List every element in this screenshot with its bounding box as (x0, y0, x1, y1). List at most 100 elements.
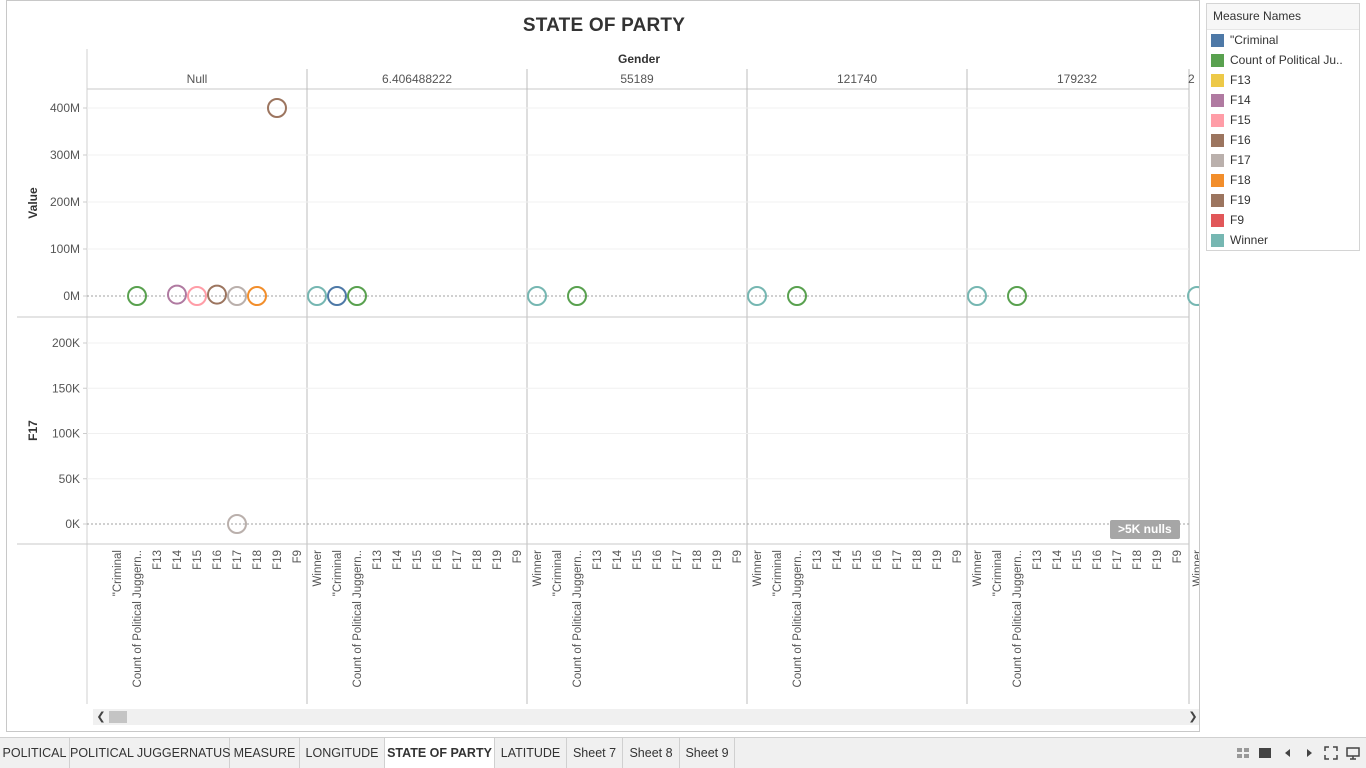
x-category-label: F15 (852, 550, 864, 570)
tab-sheet-8[interactable]: Sheet 8 (623, 738, 680, 768)
legend-label: F16 (1230, 133, 1251, 147)
x-category-label: F16 (432, 550, 444, 570)
data-point (967, 286, 987, 306)
tab-state-of-party[interactable]: STATE OF PARTY (385, 738, 495, 768)
x-category-label: "Criminal (772, 550, 784, 596)
tab-latitude[interactable]: LATITUDE (495, 738, 567, 768)
legend-swatch (1211, 93, 1224, 107)
legend-label: F18 (1230, 173, 1251, 187)
show-filmstrip-icon[interactable] (1236, 746, 1250, 760)
x-category-label: F17 (232, 550, 244, 570)
legend-item[interactable]: F9 (1207, 210, 1359, 230)
next-sheet-icon[interactable] (1302, 746, 1316, 760)
legend-label: F17 (1230, 153, 1251, 167)
y-axis-label: Value (26, 187, 40, 219)
data-point (167, 284, 187, 305)
presentation-mode-icon[interactable] (1346, 746, 1360, 760)
x-category-label: F9 (512, 550, 524, 563)
nulls-indicator-badge[interactable]: >5K nulls (1110, 520, 1180, 539)
x-category-label: "Criminal (992, 550, 1004, 596)
data-point (267, 98, 287, 118)
chevron-right-icon[interactable]: ❯ (1188, 711, 1198, 723)
horizontal-scrollbar[interactable]: ❮ ❯ (93, 709, 1199, 725)
x-category-label: F13 (372, 550, 384, 570)
tab-measure[interactable]: MEASURE (230, 738, 300, 768)
legend-label: Count of Political Ju.. (1230, 53, 1343, 67)
x-category-label: Count of Political Juggern.. (1012, 550, 1024, 687)
x-category-label: F9 (292, 550, 304, 563)
legend-item[interactable]: "Criminal (1207, 30, 1359, 50)
x-category-label: Count of Political Juggern.. (352, 550, 364, 687)
tab-political[interactable]: POLITICAL (0, 738, 70, 768)
x-category-label: F13 (812, 550, 824, 570)
x-category-label: F16 (652, 550, 664, 570)
legend-swatch (1211, 213, 1224, 227)
x-category-label: Count of Political Juggern.. (132, 550, 144, 687)
legend-item[interactable]: Count of Political Ju.. (1207, 50, 1359, 70)
scroll-thumb[interactable] (109, 711, 127, 723)
show-tabs-icon[interactable] (1258, 746, 1272, 760)
legend-swatch (1211, 53, 1224, 67)
previous-sheet-icon[interactable] (1281, 746, 1295, 760)
x-category-label: F14 (392, 549, 404, 569)
data-point (327, 286, 347, 306)
x-category-label: F17 (672, 550, 684, 570)
x-category-label: F14 (832, 549, 844, 569)
x-category-label: F14 (172, 549, 184, 569)
legend-label: F19 (1230, 193, 1251, 207)
y-tick-label: 50K (59, 472, 80, 486)
pane-header-label-clipped: 2 (1188, 72, 1195, 86)
legend-item[interactable]: F13 (1207, 70, 1359, 90)
legend-title: Measure Names (1207, 4, 1359, 30)
legend-item[interactable]: F16 (1207, 130, 1359, 150)
x-category-label: F9 (732, 550, 744, 563)
legend-item[interactable]: F15 (1207, 110, 1359, 130)
full-screen-icon[interactable] (1324, 746, 1338, 760)
x-category-label: F19 (1152, 550, 1164, 570)
data-point (567, 286, 587, 306)
x-category-label: F13 (592, 550, 604, 570)
x-category-label: Winner (1192, 550, 1200, 587)
legend-item[interactable]: F17 (1207, 150, 1359, 170)
tab-longitude[interactable]: LONGITUDE (300, 738, 385, 768)
x-category-label: F19 (272, 550, 284, 570)
y-tick-label: 400M (50, 101, 80, 115)
y-tick-label: 0K (65, 517, 80, 531)
legend-item[interactable]: F14 (1207, 90, 1359, 110)
data-point (227, 286, 247, 306)
chevron-left-icon[interactable]: ❮ (96, 711, 106, 723)
legend-item[interactable]: Winner (1207, 230, 1359, 250)
legend-label: F9 (1230, 213, 1245, 227)
x-category-label: F17 (1112, 550, 1124, 570)
legend-item[interactable]: F19 (1207, 190, 1359, 210)
x-category-label: F18 (692, 550, 704, 570)
legend-swatch (1211, 73, 1224, 87)
x-category-label: F16 (872, 550, 884, 570)
sheet-tab-bar: POLITICAL POLITICAL JUGGERNATUS MEASURE LON… (0, 737, 1366, 768)
tab-sheet-7[interactable]: Sheet 7 (567, 738, 623, 768)
chart-title: STATE OF PARTY (522, 15, 686, 36)
x-category-label: F18 (1132, 550, 1144, 570)
y-axis-label: F17 (26, 420, 40, 441)
y-tick-label: 200K (52, 336, 80, 350)
x-category-label: F19 (712, 550, 724, 570)
data-point (227, 514, 247, 534)
y-tick-label: 300M (50, 148, 80, 162)
pane-header-label: Null (187, 72, 208, 86)
x-category-label: F9 (952, 550, 964, 563)
x-category-label: F18 (252, 550, 264, 570)
data-point (207, 284, 227, 305)
data-point (1007, 286, 1027, 306)
legend-swatch (1211, 233, 1224, 247)
legend-item[interactable]: F18 (1207, 170, 1359, 190)
tab-sheet-9[interactable]: Sheet 9 (680, 738, 735, 768)
y-tick-label: 0M (63, 289, 80, 303)
x-category-label: F15 (192, 550, 204, 570)
x-category-label: F14 (612, 549, 624, 569)
worksheet-view: STATE OF PARTY Gender Null 6.406488222 5518… (6, 0, 1200, 732)
x-category-label: F13 (152, 550, 164, 570)
tab-political-juggernatus[interactable]: POLITICAL JUGGERNATUS (70, 738, 230, 768)
legend-label: F14 (1230, 93, 1251, 107)
x-category-label: Winner (312, 550, 324, 587)
legend-label: Winner (1230, 233, 1269, 247)
